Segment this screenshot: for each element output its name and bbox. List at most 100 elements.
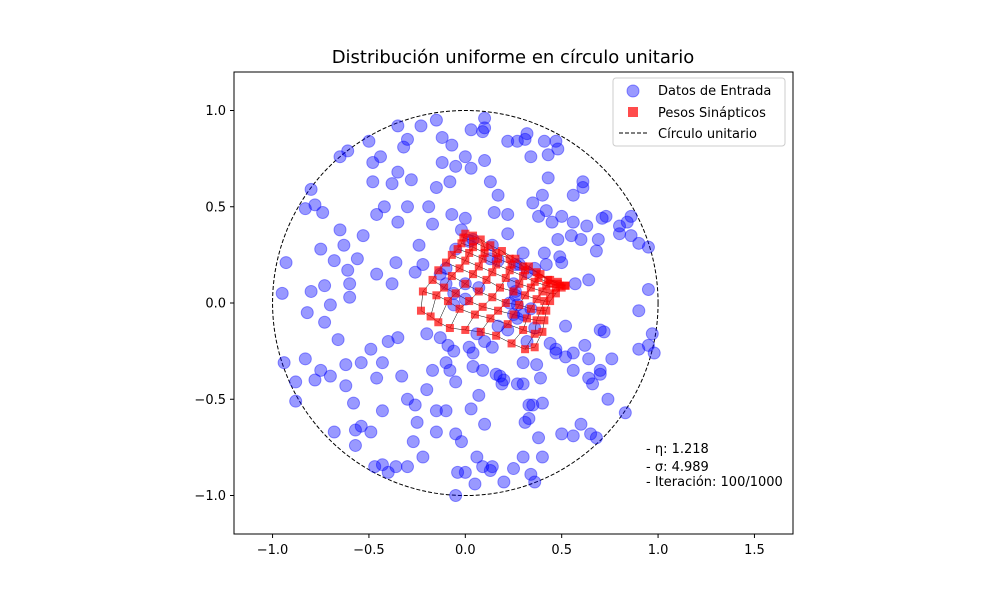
input-data-point	[551, 142, 565, 156]
synaptic-weight-point	[461, 256, 470, 265]
input-data-point	[566, 215, 580, 229]
input-data-point	[518, 415, 532, 429]
synaptic-weight-point	[442, 258, 451, 267]
input-data-point	[458, 150, 472, 164]
input-data-point	[476, 460, 490, 474]
input-data-point	[501, 207, 515, 221]
input-data-point	[495, 377, 509, 391]
input-data-point	[443, 363, 457, 377]
input-data-point	[323, 298, 337, 312]
input-data-point	[528, 475, 542, 489]
input-data-point	[566, 346, 580, 360]
synaptic-weight-point	[522, 314, 531, 323]
input-data-point	[535, 396, 549, 410]
input-data-point	[289, 375, 303, 389]
input-data-point	[466, 360, 480, 374]
input-data-point	[375, 458, 389, 472]
input-data-point	[522, 398, 536, 412]
input-data-point	[539, 258, 553, 271]
input-data-point	[404, 173, 418, 187]
input-data-point	[416, 450, 430, 464]
synaptic-weight-point	[434, 266, 443, 275]
input-data-point	[458, 211, 472, 225]
input-data-point	[348, 438, 362, 452]
input-data-point	[464, 161, 478, 175]
synaptic-weight-point	[553, 277, 562, 286]
synaptic-weight-point	[469, 270, 478, 279]
synaptic-weight-point	[428, 275, 437, 284]
synaptic-weight-point	[519, 325, 528, 334]
input-data-point	[397, 140, 411, 154]
input-data-point	[316, 206, 330, 220]
synaptic-weight-point	[551, 289, 560, 298]
input-data-point	[333, 150, 347, 164]
input-data-point	[298, 352, 312, 366]
legend-box	[612, 77, 786, 147]
input-data-point	[485, 460, 499, 474]
input-data-point	[350, 252, 364, 266]
input-data-point	[370, 371, 384, 385]
input-data-point	[582, 273, 596, 287]
input-data-point	[366, 155, 380, 169]
synaptic-weight-point	[546, 289, 555, 298]
input-data-point	[412, 238, 426, 252]
input-data-point	[559, 350, 573, 364]
input-data-point	[510, 134, 524, 148]
synaptic-weight-point	[524, 262, 533, 271]
input-data-point	[632, 236, 646, 250]
synaptic-weight-point	[447, 250, 456, 259]
input-data-point	[641, 283, 655, 297]
input-data-point	[476, 363, 490, 377]
chart-title: Distribución uniforme en círculo unitari…	[332, 47, 695, 68]
synaptic-weight-point	[501, 299, 510, 307]
input-data-point	[435, 130, 449, 144]
input-data-point	[524, 150, 538, 164]
input-data-point	[368, 460, 382, 474]
input-data-point	[589, 431, 603, 445]
input-data-point	[641, 240, 655, 254]
synaptic-weight-point	[536, 306, 545, 315]
input-data-point	[429, 404, 443, 418]
input-data-point	[327, 254, 341, 268]
input-data-point	[566, 188, 580, 202]
input-data-point	[551, 232, 565, 246]
synaptic-weight-point	[492, 331, 501, 340]
input-data-point	[555, 209, 569, 223]
synaptic-weight-point	[480, 243, 489, 252]
weight-mesh-row	[422, 291, 543, 335]
input-data-point	[449, 375, 463, 389]
input-data-point	[435, 155, 449, 169]
input-data-point	[555, 256, 569, 270]
synaptic-weight-point	[492, 248, 501, 257]
legend-marker-weights	[628, 107, 638, 117]
input-data-point	[449, 427, 463, 441]
input-data-point	[354, 356, 368, 370]
input-data-point	[348, 423, 362, 437]
input-data-point	[549, 134, 563, 148]
x-tick-label: −0.5	[353, 543, 385, 558]
synaptic-weight-point	[469, 237, 478, 246]
input-data-point	[389, 256, 403, 270]
synaptic-weight-point	[480, 248, 489, 257]
input-data-point	[539, 204, 553, 218]
input-data-point	[429, 181, 443, 194]
input-data-point	[323, 369, 337, 383]
annotation-iteration: - Iteración: 100/1000	[646, 475, 783, 490]
synaptic-weight-point	[530, 329, 539, 338]
input-data-point	[605, 352, 619, 366]
synaptic-weight-point	[494, 254, 503, 263]
input-data-point	[574, 232, 588, 246]
input-data-point	[576, 175, 590, 189]
input-data-point	[466, 346, 480, 360]
input-data-point	[277, 356, 291, 370]
input-data-point	[426, 217, 440, 231]
synaptic-weight-point	[546, 297, 555, 306]
synaptic-weight-point	[509, 310, 518, 319]
synaptic-weight-point	[469, 243, 478, 252]
x-tick-label: 1.0	[648, 543, 669, 558]
synaptic-weight-point	[505, 266, 514, 275]
synaptic-weight-point	[511, 254, 520, 263]
synaptic-weight-point	[426, 312, 435, 321]
synaptic-weight-point	[536, 270, 545, 279]
synaptic-weight-point	[461, 325, 470, 334]
